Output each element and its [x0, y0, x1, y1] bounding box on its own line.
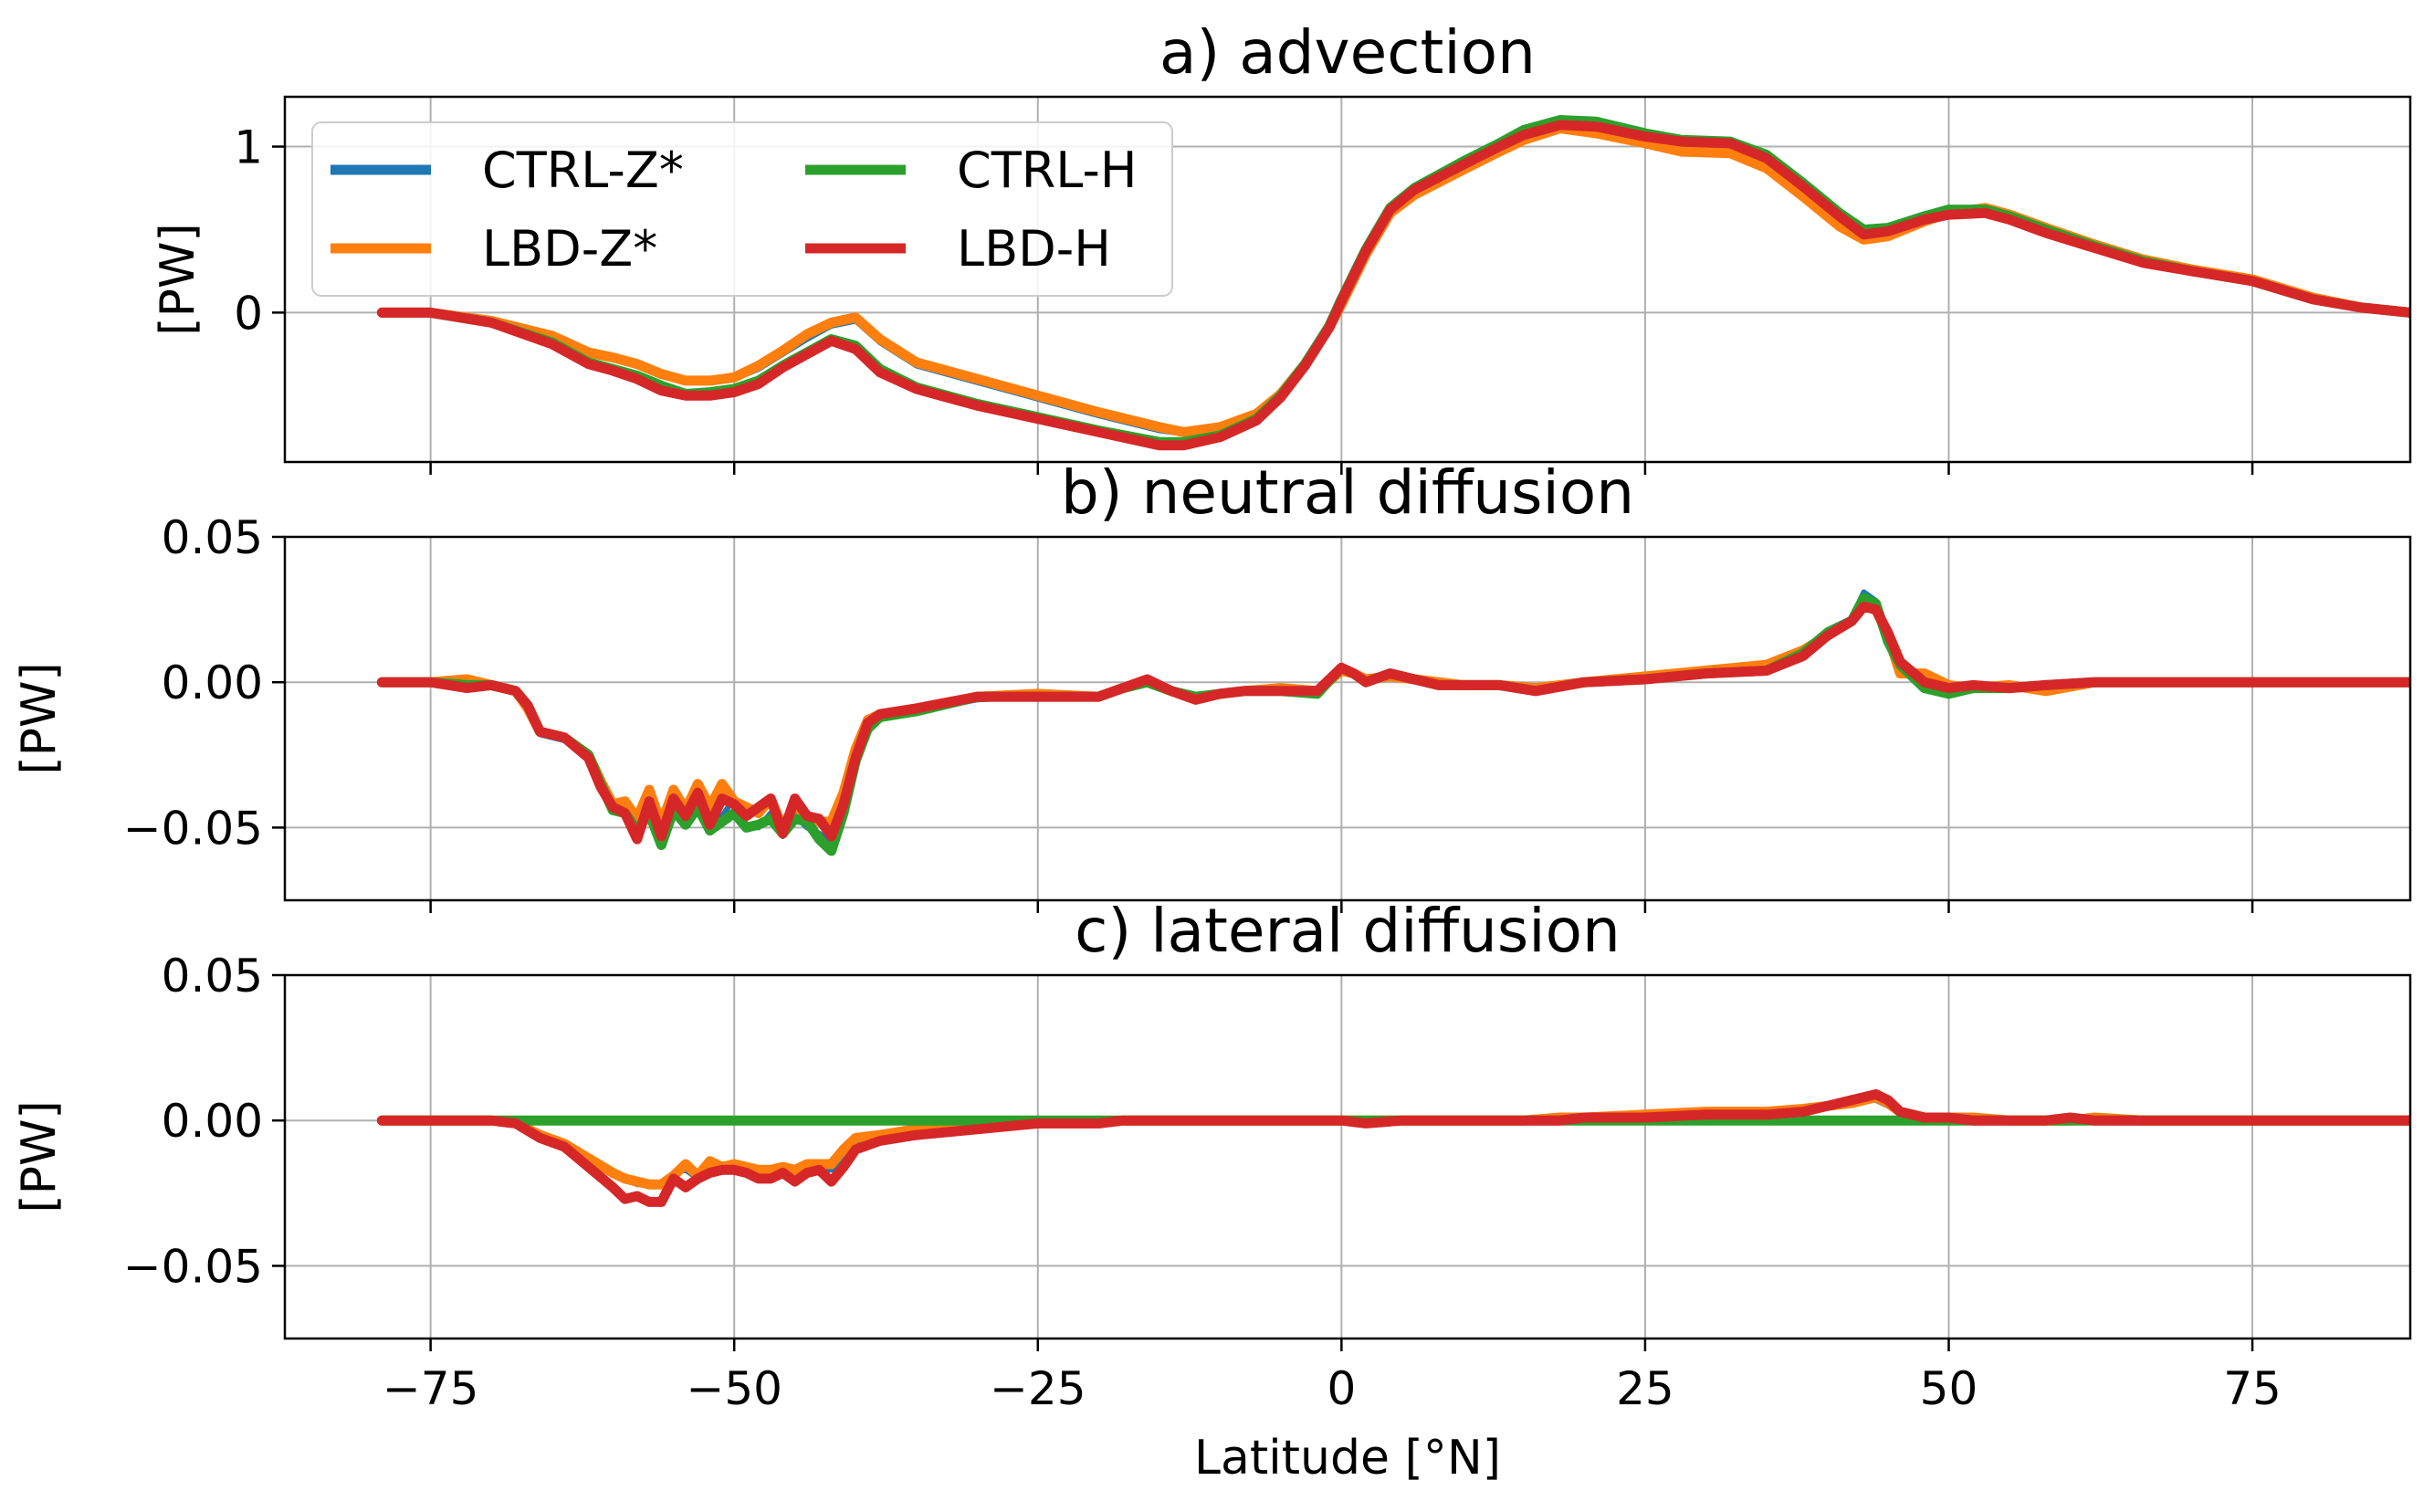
legend: CTRL-Z* LBD-Z* CTRL-H LBD-H — [311, 121, 1173, 297]
axes-frame — [283, 95, 2412, 464]
series-line-lbd-h — [376, 601, 2410, 845]
y-tick-label: 1 — [234, 121, 263, 174]
y-axis-label: [PW] — [151, 223, 205, 335]
panel-title: a) advection — [1159, 17, 1536, 88]
legend-label: CTRL-H — [957, 142, 1137, 199]
y-tick-label: −0.05 — [123, 1240, 263, 1293]
y-tick-label: 0 — [234, 287, 263, 340]
legend-box — [311, 121, 1173, 297]
series-line-lbd-h — [376, 120, 2410, 451]
series-line-lbd-h — [376, 1089, 2410, 1207]
y-tick-label: 0.00 — [162, 656, 263, 709]
x-tick-label: 25 — [1616, 1362, 1674, 1415]
y-tick-label: 0.00 — [162, 1095, 263, 1148]
x-tick-label: 0 — [1327, 1362, 1356, 1415]
panel-title: b) neutral diffusion — [1061, 457, 1634, 528]
panel-a-advection: 0 1 a) advection [PW] CTRL-Z* LBD-Z* CTRL-H LBD… — [151, 17, 2412, 475]
y-axis-label: [PW] — [12, 1100, 67, 1213]
x-tick-label: −25 — [990, 1362, 1086, 1415]
legend-label: CTRL-Z* — [482, 142, 684, 199]
axes-frame — [283, 973, 2412, 1340]
x-tick-label: 75 — [2223, 1362, 2282, 1415]
panel-b-neutral-diffusion: −0.05 0.00 0.05 b) neutral diffusion [PW] — [12, 457, 2412, 913]
legend-label: LBD-H — [957, 220, 1111, 278]
x-tick-label: −50 — [686, 1362, 782, 1415]
series-line-lbd-z — [376, 1092, 2410, 1190]
y-axis-label: [PW] — [12, 662, 67, 774]
y-tick-label: −0.05 — [123, 802, 263, 855]
x-axis-label: Latitude [°N] — [1194, 1431, 1501, 1486]
series-line-lbd-z — [376, 598, 2410, 833]
panel-title: c) lateral diffusion — [1075, 896, 1621, 966]
x-tick-label: −75 — [383, 1362, 479, 1415]
legend-label: LBD-Z* — [482, 220, 657, 278]
axes-frame — [283, 535, 2412, 902]
series-line-ctrl-z — [379, 1097, 2410, 1188]
y-tick-label: 0.05 — [162, 511, 263, 564]
y-tick-label: 0.05 — [162, 950, 263, 1003]
x-tick-label: 50 — [1920, 1362, 1978, 1415]
panel-c-lateral-diffusion: −75 −50 −25 0 25 50 75 −0.05 0.00 0.05 c) lateral … — [12, 896, 2412, 1486]
